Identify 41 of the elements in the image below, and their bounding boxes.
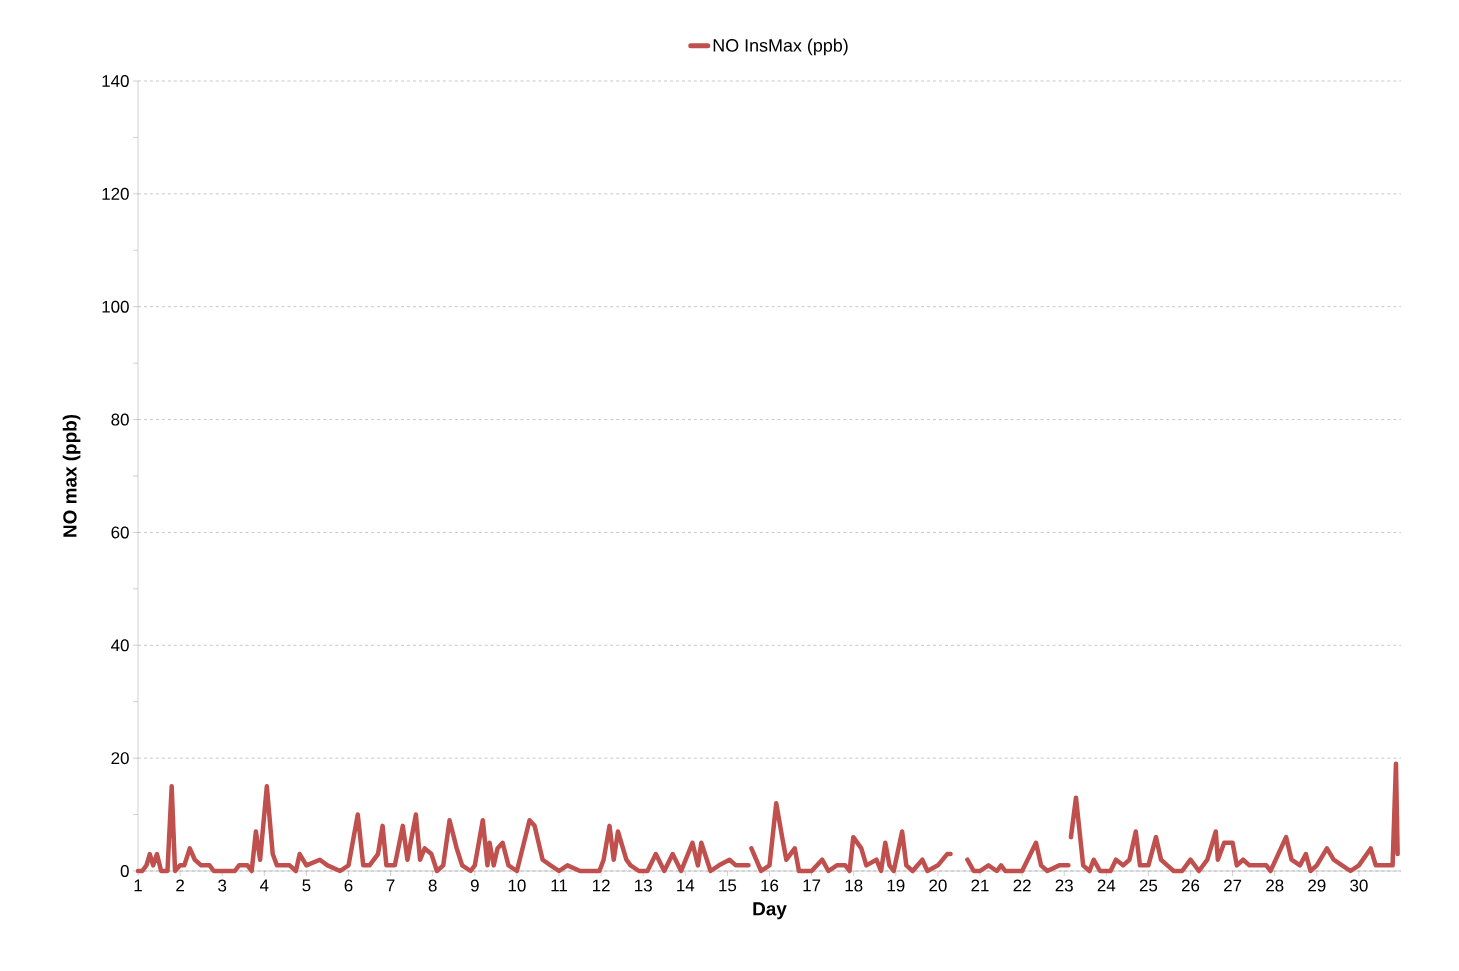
x-tick-label: 2 [176, 879, 184, 892]
y-tick-label: 100 [102, 300, 129, 313]
y-tick-label: 80 [111, 413, 129, 426]
legend-label: NO InsMax (ppb) [713, 38, 848, 56]
x-tick-label: 30 [1350, 879, 1368, 892]
x-tick-label: 7 [386, 879, 395, 892]
x-tick-label: 26 [1181, 879, 1200, 892]
y-tick-label: 60 [111, 526, 129, 539]
x-tick-label: 3 [218, 879, 227, 892]
x-tick-label: 8 [428, 879, 437, 892]
x-tick-label: 24 [1097, 879, 1116, 892]
x-axis-title: Day [753, 902, 787, 920]
x-tick-label: 12 [592, 879, 610, 892]
x-tick-label: 29 [1308, 879, 1326, 892]
y-tick-label: 0 [120, 865, 129, 877]
x-tick-label: 28 [1266, 879, 1284, 892]
y-tick-label: 140 [102, 74, 129, 87]
y-tick-label: 20 [111, 752, 129, 765]
x-tick-label: 17 [803, 879, 821, 892]
y-tick-label: 120 [102, 187, 129, 200]
y-axis-title: NO max (ppb) [62, 414, 81, 537]
x-tick-label: 21 [971, 879, 989, 892]
x-tick-label: 6 [344, 879, 353, 892]
x-tick-label: 19 [887, 879, 905, 892]
x-tick-label: 14 [677, 879, 695, 892]
x-tick-label: 9 [470, 879, 479, 892]
x-tick-label: 20 [929, 879, 947, 892]
x-tick-label: 4 [259, 879, 269, 892]
x-tick-label: 1 [134, 879, 142, 892]
x-tick-label: 11 [551, 879, 567, 892]
x-tick-label: 25 [1139, 879, 1158, 892]
x-tick-label: 16 [761, 879, 779, 892]
y-tick-label: 40 [111, 639, 129, 652]
x-tick-label: 27 [1224, 879, 1242, 892]
x-tick-label: 18 [845, 879, 863, 892]
x-tick-label: 5 [302, 879, 311, 892]
x-tick-label: 15 [719, 879, 737, 892]
x-tick-label: 13 [635, 879, 652, 892]
x-tick-label: 23 [1055, 879, 1073, 892]
x-tick-label: 10 [508, 879, 526, 892]
x-tick-label: 22 [1013, 879, 1031, 892]
